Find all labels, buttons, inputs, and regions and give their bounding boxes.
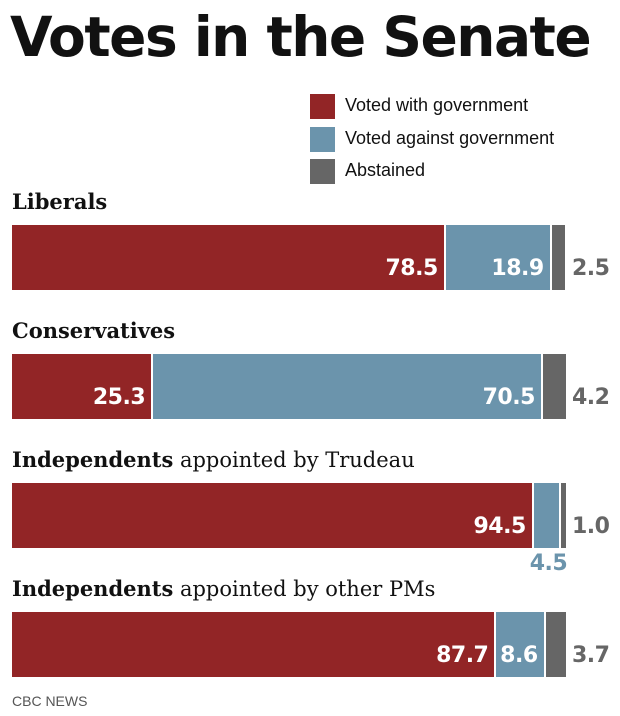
source-credit: CBC NEWS [12, 693, 88, 709]
group-title-bold: Conservatives [12, 318, 176, 343]
legend-label: Voted with government [345, 95, 529, 115]
legend-label: Abstained [345, 160, 426, 180]
bar-segment-abstained [542, 354, 566, 419]
data-label-abstained: 3.7 [572, 643, 610, 668]
data-label-with-government: 78.5 [385, 256, 438, 281]
group-title: Independents appointed by other PMs [12, 576, 435, 601]
group-title-bold: Independents [12, 447, 174, 472]
group-title-bold: Liberals [12, 189, 108, 214]
bar-segment-with-government [12, 225, 444, 290]
legend-swatch [310, 127, 335, 152]
bar-segment-abstained [545, 612, 566, 677]
legend-swatch [310, 94, 335, 119]
data-label-abstained: 4.2 [572, 385, 610, 410]
bar-segment-with-government [12, 483, 532, 548]
data-label-abstained: 1.0 [572, 514, 610, 539]
data-label-with-government: 25.3 [92, 385, 146, 410]
data-label-against-government: 8.6 [500, 643, 538, 668]
data-label-against-government: 18.9 [491, 256, 544, 281]
data-label-against-government: 4.5 [529, 551, 568, 576]
bar-segment-against-government [153, 354, 541, 419]
bar-segment-with-government [12, 612, 495, 677]
group-title: Independents appointed by Trudeau [12, 447, 415, 472]
legend-swatch [310, 159, 335, 184]
data-label-against-government: 70.5 [482, 385, 536, 410]
group-title-rest: appointed by other PMs [173, 577, 436, 601]
group-title: Conservatives [12, 318, 175, 343]
data-label-abstained: 2.5 [572, 256, 610, 281]
data-label-with-government: 94.5 [473, 514, 526, 539]
bar-segment-against-government [445, 225, 550, 290]
data-label-with-government: 87.7 [436, 643, 489, 668]
bar-segment-against-government [496, 612, 544, 677]
bar-segment-against-government [533, 483, 559, 548]
bar-segment-abstained [551, 225, 566, 290]
group-title-rest: appointed by Trudeau [173, 448, 415, 472]
legend-label: Voted against government [345, 128, 555, 148]
chart-title: Votes in the Senate [10, 5, 592, 69]
bar-segment-with-government [12, 354, 152, 419]
group-title: Liberals [12, 189, 107, 214]
bar-segment-abstained [560, 483, 566, 548]
group-title-bold: Independents [12, 576, 174, 601]
